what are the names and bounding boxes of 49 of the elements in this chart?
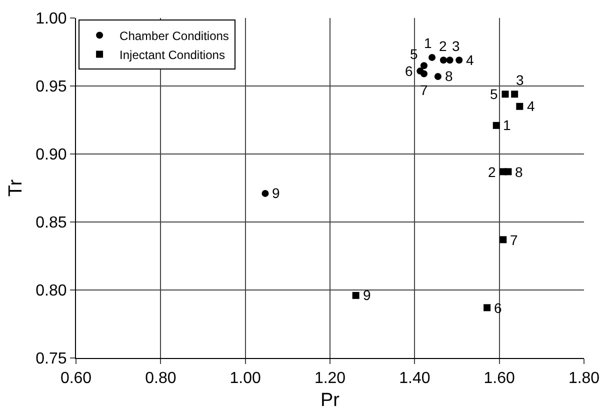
x-tick-label: 1.60 bbox=[484, 370, 515, 388]
point bbox=[262, 190, 269, 197]
annotation: 2 bbox=[488, 164, 496, 180]
x-tick-label: 1.40 bbox=[399, 370, 430, 388]
y-tick-label: 0.90 bbox=[36, 146, 67, 164]
point bbox=[500, 236, 507, 244]
x-tick-label: 1.00 bbox=[230, 370, 261, 388]
legend-label: Injectant Conditions bbox=[120, 48, 225, 62]
point bbox=[440, 56, 447, 64]
annotation: 8 bbox=[445, 68, 453, 84]
point bbox=[420, 62, 428, 70]
annotation: 7 bbox=[510, 232, 518, 248]
annotation: 1 bbox=[503, 117, 511, 133]
y-tick-label: 0.80 bbox=[36, 282, 67, 300]
y-tick-label: 0.75 bbox=[36, 350, 67, 368]
y-tick-label: 1.00 bbox=[36, 10, 67, 28]
point bbox=[516, 102, 524, 110]
point bbox=[504, 168, 512, 176]
point bbox=[484, 304, 491, 312]
annotation: 3 bbox=[516, 72, 524, 88]
point bbox=[456, 56, 463, 64]
y-axis-title: Tr bbox=[6, 178, 27, 197]
point bbox=[502, 90, 509, 98]
y-tick-label: 0.85 bbox=[36, 214, 67, 232]
annotation: 9 bbox=[272, 185, 280, 201]
point bbox=[492, 122, 500, 129]
point bbox=[511, 90, 518, 98]
point bbox=[446, 56, 454, 64]
annotation: 5 bbox=[490, 86, 498, 102]
x-tick-label: 0.60 bbox=[60, 370, 92, 388]
legend-label: Chamber Conditions bbox=[120, 28, 229, 43]
x-tick-label: 0.80 bbox=[145, 370, 176, 388]
annotation: 3 bbox=[452, 38, 460, 54]
x-axis-title: Pr bbox=[320, 390, 340, 411]
annotation: 6 bbox=[405, 63, 413, 79]
y-tick-label: 0.95 bbox=[36, 78, 67, 96]
point bbox=[420, 70, 428, 78]
annotation: 4 bbox=[466, 52, 474, 68]
x-tick-label: 1.20 bbox=[314, 370, 346, 388]
annotation: 9 bbox=[363, 287, 371, 303]
x-tick-label: 1.80 bbox=[568, 370, 600, 388]
annotation: 4 bbox=[527, 98, 535, 114]
annotation: 1 bbox=[424, 35, 432, 51]
point bbox=[428, 54, 436, 61]
point bbox=[434, 72, 442, 80]
point bbox=[352, 292, 360, 299]
annotation: 7 bbox=[420, 82, 428, 98]
annotation: 2 bbox=[439, 38, 447, 54]
annotation: 8 bbox=[515, 164, 523, 180]
